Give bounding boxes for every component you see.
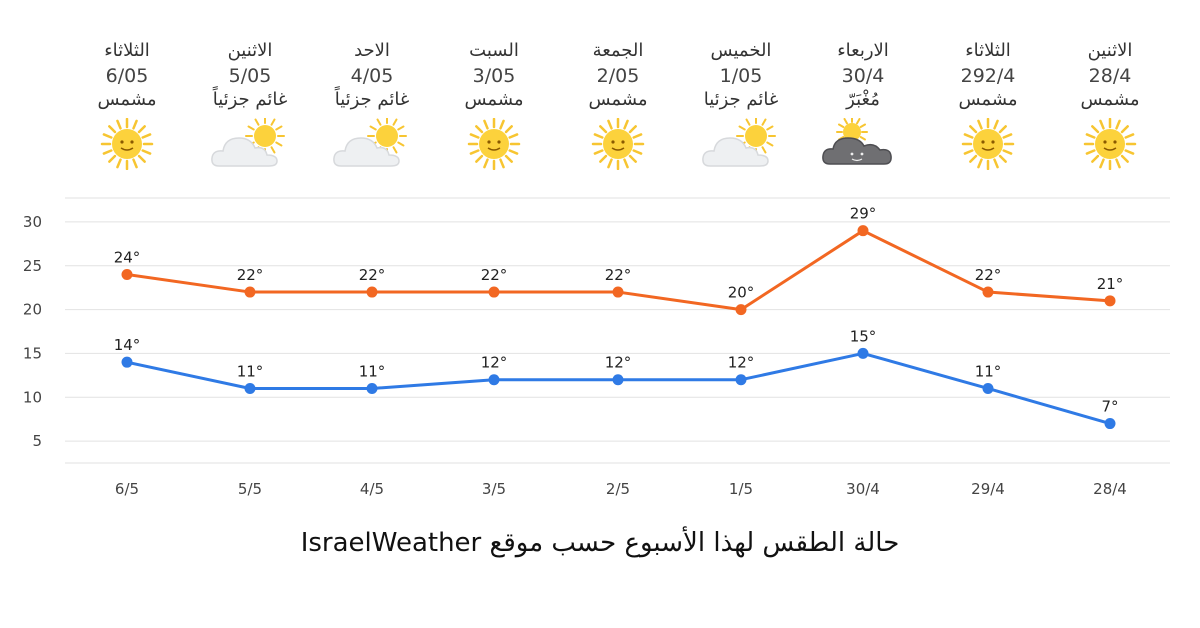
high-temp-label: 22° xyxy=(975,266,1002,284)
y-tick-label: 15 xyxy=(23,344,42,362)
high-temp-label: 24° xyxy=(114,249,141,267)
forecast-day: الثلاثاء 6/05 مشمس xyxy=(67,38,187,170)
low-temp-label: 15° xyxy=(850,327,877,345)
day-date: 4/05 xyxy=(350,65,394,87)
y-tick-label: 25 xyxy=(23,257,42,275)
high-temp-point xyxy=(366,286,378,298)
day-name: الاربعاء xyxy=(837,40,889,61)
low-temp-point xyxy=(735,374,747,386)
x-tick-label: 30/4 xyxy=(846,480,880,498)
x-tick-label: 29/4 xyxy=(971,480,1005,498)
sun-icon xyxy=(1083,118,1137,170)
low-temp-label: 12° xyxy=(481,354,508,372)
day-condition: مشمس xyxy=(1080,89,1140,110)
forecast-day: الخميس 1/05 غائم جزئيا xyxy=(681,38,801,170)
high-temp-label: 22° xyxy=(359,266,386,284)
day-name: الاثنين xyxy=(227,40,273,61)
day-condition: غائم جزئياً xyxy=(212,89,288,110)
high-temp-label: 22° xyxy=(237,266,264,284)
high-temp-label: 20° xyxy=(728,284,755,302)
low-temp-point xyxy=(612,374,624,386)
y-tick-label: 20 xyxy=(23,301,42,319)
high-temp-point xyxy=(735,304,747,316)
low-temp-point xyxy=(857,347,869,359)
day-condition: مُغْبَرّ xyxy=(846,89,880,110)
low-temp-point xyxy=(121,356,133,368)
day-name: الثلاثاء xyxy=(965,40,1011,61)
forecast-day: السبت 3/05 مشمس xyxy=(434,38,554,170)
low-temp-label: 11° xyxy=(975,362,1002,380)
day-date: 1/05 xyxy=(719,65,763,87)
high-temp-point xyxy=(982,286,994,298)
low-temp-label: 7° xyxy=(1101,398,1118,416)
low-temp-point xyxy=(982,382,994,394)
day-date: 2/05 xyxy=(596,65,640,87)
x-tick-label: 3/5 xyxy=(482,480,506,498)
day-name: الجمعة xyxy=(592,40,644,61)
dusty-cloud-icon xyxy=(822,118,892,165)
sun-icon xyxy=(961,118,1015,170)
forecast-day: الاربعاء 30/4 مُغْبَرّ xyxy=(803,38,923,170)
y-tick-label: 5 xyxy=(32,432,42,450)
high-temp-point xyxy=(612,286,624,298)
day-condition: مشمس xyxy=(97,89,157,110)
sun-icon xyxy=(467,118,521,170)
low-temp-label: 14° xyxy=(114,336,141,354)
sun-icon xyxy=(591,118,645,170)
day-date: 292/4 xyxy=(960,65,1016,87)
day-condition: مشمس xyxy=(464,89,524,110)
sun-icon xyxy=(100,118,154,170)
high-temp-point xyxy=(857,225,869,237)
x-tick-label: 2/5 xyxy=(606,480,630,498)
caption: حالة الطقس لهذا الأسبوع حسب موقع IsraelW… xyxy=(300,528,900,558)
x-tick-label: 5/5 xyxy=(238,480,262,498)
low-temp-point xyxy=(1104,418,1116,430)
partly-cloudy-icon xyxy=(211,118,285,167)
day-date: 3/05 xyxy=(472,65,516,87)
forecast-day: الاحد 4/05 غائم جزئياً xyxy=(312,38,432,170)
x-tick-label: 1/5 xyxy=(729,480,753,498)
day-condition: مشمس xyxy=(958,89,1018,110)
day-name: الخميس xyxy=(710,40,772,61)
low-temp-label: 12° xyxy=(605,354,632,372)
day-condition: غائم جزئيا xyxy=(703,89,779,110)
y-tick-label: 30 xyxy=(23,213,42,231)
day-condition: مشمس xyxy=(588,89,648,110)
low-temp-label: 11° xyxy=(359,362,386,380)
high-temp-label: 21° xyxy=(1097,275,1124,293)
high-temp-point xyxy=(244,286,256,298)
x-tick-label: 6/5 xyxy=(115,480,139,498)
x-tick-label: 4/5 xyxy=(360,480,384,498)
low-temp-point xyxy=(366,382,378,394)
x-tick-label: 28/4 xyxy=(1093,480,1127,498)
high-temp-label: 22° xyxy=(605,266,632,284)
day-condition: غائم جزئياً xyxy=(334,89,410,110)
high-temp-label: 22° xyxy=(481,266,508,284)
forecast-day: الجمعة 2/05 مشمس xyxy=(558,38,678,170)
partly-cloudy-icon xyxy=(333,118,407,167)
low-temp-point xyxy=(488,374,500,386)
y-tick-label: 10 xyxy=(23,388,42,406)
forecast-day: الاثنين 5/05 غائم جزئياً xyxy=(190,38,310,170)
forecast-day: الثلاثاء 292/4 مشمس xyxy=(928,38,1048,170)
day-date: 30/4 xyxy=(841,65,885,87)
day-name: الثلاثاء xyxy=(104,40,150,61)
partly-cloudy-icon xyxy=(702,118,776,167)
day-date: 6/05 xyxy=(105,65,149,87)
temperature-chart: 5 10 15 20 25 30 6/5 5/5 4/5 3/5 2/5 1/5 30/4 29/4 28/… xyxy=(23,197,1170,498)
day-name: الاثنين xyxy=(1087,40,1133,61)
day-date: 28/4 xyxy=(1088,65,1132,87)
forecast-day: الاثنين 28/4 مشمس xyxy=(1050,38,1170,170)
low-temp-label: 12° xyxy=(728,354,755,372)
low-temp-point xyxy=(244,382,256,394)
high-temp-point xyxy=(488,286,500,298)
low-temp-label: 11° xyxy=(237,362,264,380)
day-name: السبت xyxy=(469,40,519,61)
forecast-strip: الثلاثاء 6/05 مشمس الاثنين 5/05 غائم جزئياً … xyxy=(0,0,1200,200)
high-temp-point xyxy=(1104,295,1116,307)
high-temp-point xyxy=(121,269,133,281)
day-name: الاحد xyxy=(354,40,390,61)
high-temp-label: 29° xyxy=(850,205,877,223)
day-date: 5/05 xyxy=(228,65,272,87)
